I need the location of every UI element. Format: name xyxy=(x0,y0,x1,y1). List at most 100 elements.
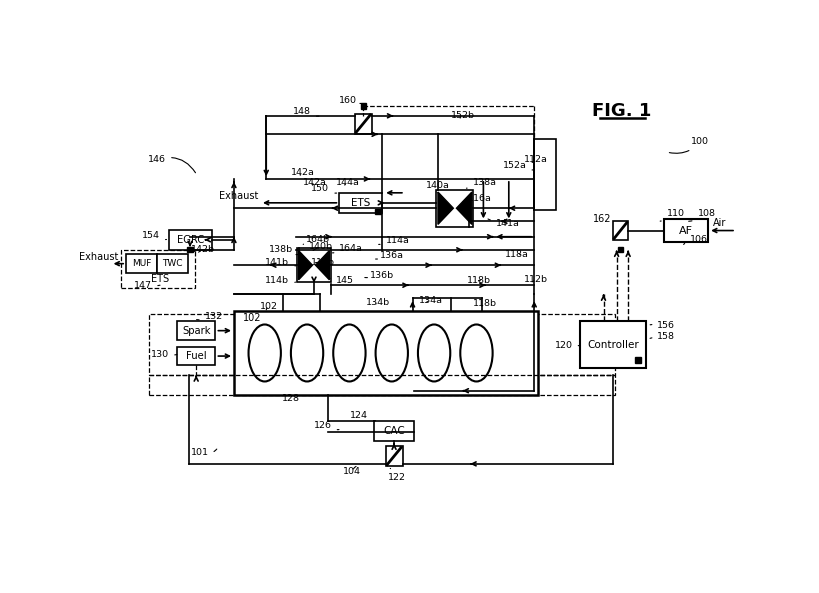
Bar xyxy=(187,247,192,253)
Text: 118b: 118b xyxy=(472,299,496,308)
Text: Controller: Controller xyxy=(586,340,638,349)
Text: 136a: 136a xyxy=(375,251,404,260)
Text: 102: 102 xyxy=(260,301,278,311)
Text: 102: 102 xyxy=(243,313,261,323)
Text: 148: 148 xyxy=(292,107,319,116)
Text: 146: 146 xyxy=(148,155,195,173)
Text: 134b: 134b xyxy=(366,298,390,307)
Bar xyxy=(296,248,331,282)
Text: 138b: 138b xyxy=(269,246,298,254)
Text: 118a: 118a xyxy=(505,250,528,259)
Text: 164a: 164a xyxy=(332,244,363,253)
Text: FIG. 1: FIG. 1 xyxy=(591,102,651,120)
Text: 100: 100 xyxy=(668,138,708,154)
Polygon shape xyxy=(298,251,312,280)
Text: 120: 120 xyxy=(554,341,580,350)
Text: Fuel: Fuel xyxy=(186,351,206,361)
Bar xyxy=(360,103,365,109)
Bar xyxy=(580,321,645,368)
Text: 112b: 112b xyxy=(523,275,548,283)
Ellipse shape xyxy=(291,324,323,381)
Bar xyxy=(617,247,622,253)
Bar xyxy=(121,250,194,288)
Text: AF: AF xyxy=(678,225,692,235)
Text: 164b: 164b xyxy=(303,234,330,244)
Text: Exhaust: Exhaust xyxy=(79,253,118,263)
Text: 122: 122 xyxy=(387,468,405,482)
Text: CAC: CAC xyxy=(382,426,405,436)
Text: 145: 145 xyxy=(328,276,353,285)
Text: TWC: TWC xyxy=(162,259,183,268)
Bar xyxy=(126,254,156,273)
Text: 142a: 142a xyxy=(303,178,327,187)
Text: 130: 130 xyxy=(151,350,177,359)
Ellipse shape xyxy=(248,324,281,381)
Text: 116b: 116b xyxy=(310,257,334,267)
Bar xyxy=(436,190,473,227)
Polygon shape xyxy=(315,251,329,280)
Text: 128: 128 xyxy=(281,394,299,403)
Text: 138a: 138a xyxy=(466,178,496,188)
Bar xyxy=(612,221,627,240)
Bar xyxy=(663,219,708,242)
Bar xyxy=(385,446,402,466)
Text: 147: 147 xyxy=(134,280,160,290)
Text: 114b: 114b xyxy=(265,276,295,285)
Bar xyxy=(375,209,380,214)
Bar xyxy=(355,113,371,133)
Polygon shape xyxy=(456,192,471,224)
Bar xyxy=(373,421,414,441)
Text: 162: 162 xyxy=(592,214,610,224)
Ellipse shape xyxy=(418,324,450,381)
Polygon shape xyxy=(437,192,453,224)
Text: Air: Air xyxy=(713,218,726,228)
Ellipse shape xyxy=(459,324,492,381)
Text: 140b: 140b xyxy=(308,242,333,251)
Text: Exhaust: Exhaust xyxy=(219,191,258,201)
Text: 142b: 142b xyxy=(191,246,215,254)
Text: 104: 104 xyxy=(343,466,361,476)
Bar xyxy=(149,314,614,375)
Text: 126: 126 xyxy=(314,421,338,430)
Text: 136b: 136b xyxy=(364,271,394,280)
Text: 132: 132 xyxy=(197,311,223,321)
Text: ETS: ETS xyxy=(151,274,169,284)
Text: EGRC: EGRC xyxy=(177,235,204,245)
Text: 140a: 140a xyxy=(426,181,450,193)
Text: 110: 110 xyxy=(659,209,684,221)
Ellipse shape xyxy=(375,324,407,381)
Bar xyxy=(339,193,382,213)
Text: 116a: 116a xyxy=(462,194,491,203)
Text: 152b: 152b xyxy=(450,111,474,120)
Text: 101: 101 xyxy=(191,448,216,457)
Text: 150: 150 xyxy=(311,184,337,193)
Text: 144a: 144a xyxy=(335,178,359,187)
Text: 141b: 141b xyxy=(265,257,296,267)
Bar xyxy=(177,321,215,340)
Bar xyxy=(149,375,614,394)
Text: 112a: 112a xyxy=(523,155,547,164)
Bar xyxy=(635,357,640,362)
Text: 152a: 152a xyxy=(502,161,533,170)
Text: 118b: 118b xyxy=(466,276,490,285)
Text: MUF: MUF xyxy=(132,259,151,268)
Text: Spark: Spark xyxy=(182,326,210,336)
Text: 106: 106 xyxy=(683,234,707,244)
Bar xyxy=(169,229,211,250)
Text: 154: 154 xyxy=(142,231,166,240)
Text: 124: 124 xyxy=(350,411,375,421)
Bar xyxy=(233,311,537,394)
Text: 108: 108 xyxy=(688,209,714,221)
Text: 156: 156 xyxy=(649,321,675,330)
Text: ETS: ETS xyxy=(351,198,370,208)
Bar xyxy=(156,254,188,273)
Ellipse shape xyxy=(333,324,365,381)
Bar xyxy=(533,139,555,210)
Text: 158: 158 xyxy=(649,332,675,342)
Bar xyxy=(177,347,215,365)
Text: 141a: 141a xyxy=(487,219,519,228)
Text: 114a: 114a xyxy=(378,236,409,245)
Text: 142a: 142a xyxy=(291,168,314,177)
Text: 134a: 134a xyxy=(419,296,442,305)
Text: 160: 160 xyxy=(339,96,361,105)
